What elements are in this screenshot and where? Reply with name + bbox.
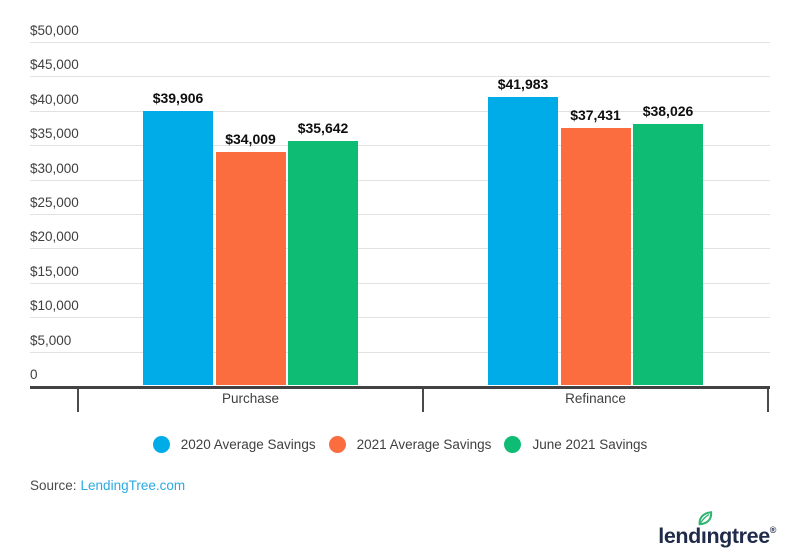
y-axis-tick-label: $5,000: [30, 332, 72, 348]
legend-label: 2021 Average Savings: [356, 437, 492, 452]
legend-item-2021-average-savings: 2021 Average Savings: [328, 436, 492, 453]
y-axis-tick-label: $25,000: [30, 195, 79, 210]
gridline: [30, 214, 770, 215]
gridline: [30, 76, 770, 78]
lendingtree-logo: lendı ngtree®: [658, 511, 777, 549]
chart-legend: 2020 Average Savings 2021 Average Savings…: [0, 436, 800, 453]
legend-item-june-2021-savings: June 2021 Savings: [504, 436, 647, 453]
bar-value-label: $35,642: [297, 119, 349, 136]
source-line: Source: LendingTree.com: [30, 478, 185, 493]
gridline: [30, 110, 770, 112]
gridline: [30, 317, 770, 319]
bar-value-label: $37,431: [570, 107, 621, 124]
legend-item-2020-average-savings: 2020 Average Savings: [152, 436, 316, 453]
leaf-icon: [698, 511, 713, 526]
bar-refinance-june-2021-savings: [633, 124, 703, 385]
y-axis-tick-label: 0: [30, 367, 38, 382]
x-axis-tick: [767, 389, 769, 412]
logo-text: lend: [658, 524, 701, 548]
gridline: [30, 179, 770, 181]
y-axis-tick-label: $40,000: [30, 91, 79, 107]
gridline: [30, 248, 770, 250]
x-axis-line: [30, 386, 770, 389]
y-axis-tick-label: $50,000: [30, 23, 79, 38]
legend-swatch-icon: [328, 436, 346, 453]
y-axis-tick-label: $30,000: [30, 160, 79, 176]
bar-value-label: $41,983: [497, 76, 549, 93]
bar-value-label: $38,026: [642, 103, 694, 120]
bar-refinance-2020-average-savings: [488, 97, 558, 385]
legend-swatch-icon: [152, 436, 170, 453]
y-axis-tick-label: $35,000: [30, 126, 79, 142]
logo-text-i: ı: [698, 511, 713, 549]
source-prefix: Source:: [30, 478, 77, 493]
y-axis-tick-label: $15,000: [30, 263, 79, 279]
x-axis-category-label: Refinance: [565, 391, 626, 406]
y-axis-tick-label: $10,000: [30, 298, 79, 314]
bar-purchase-june-2021-savings: [288, 140, 358, 385]
gridline: [30, 42, 770, 43]
x-axis-tick: [422, 389, 424, 412]
gridline: [30, 351, 770, 353]
x-axis-category-label: Purchase: [221, 391, 280, 406]
source-link[interactable]: LendingTree.com: [80, 478, 186, 493]
y-axis-tick-label: $45,000: [30, 57, 79, 73]
logo-text: ngtree: [706, 524, 770, 548]
gridline: [30, 145, 770, 147]
registered-mark: ®: [769, 525, 777, 535]
bar-value-label: $39,906: [152, 90, 204, 107]
legend-label: 2020 Average Savings: [180, 437, 316, 452]
bar-purchase-2021-average-savings: [215, 152, 286, 385]
legend-label: June 2021 Savings: [532, 437, 648, 452]
bar-refinance-2021-average-savings: [560, 128, 631, 385]
bar-purchase-2020-average-savings: [143, 111, 213, 385]
legend-swatch-icon: [504, 436, 522, 453]
x-axis-tick: [77, 389, 79, 412]
gridline: [30, 282, 770, 284]
y-axis-tick-label: $20,000: [30, 229, 79, 245]
bar-value-label: $34,009: [225, 131, 276, 148]
